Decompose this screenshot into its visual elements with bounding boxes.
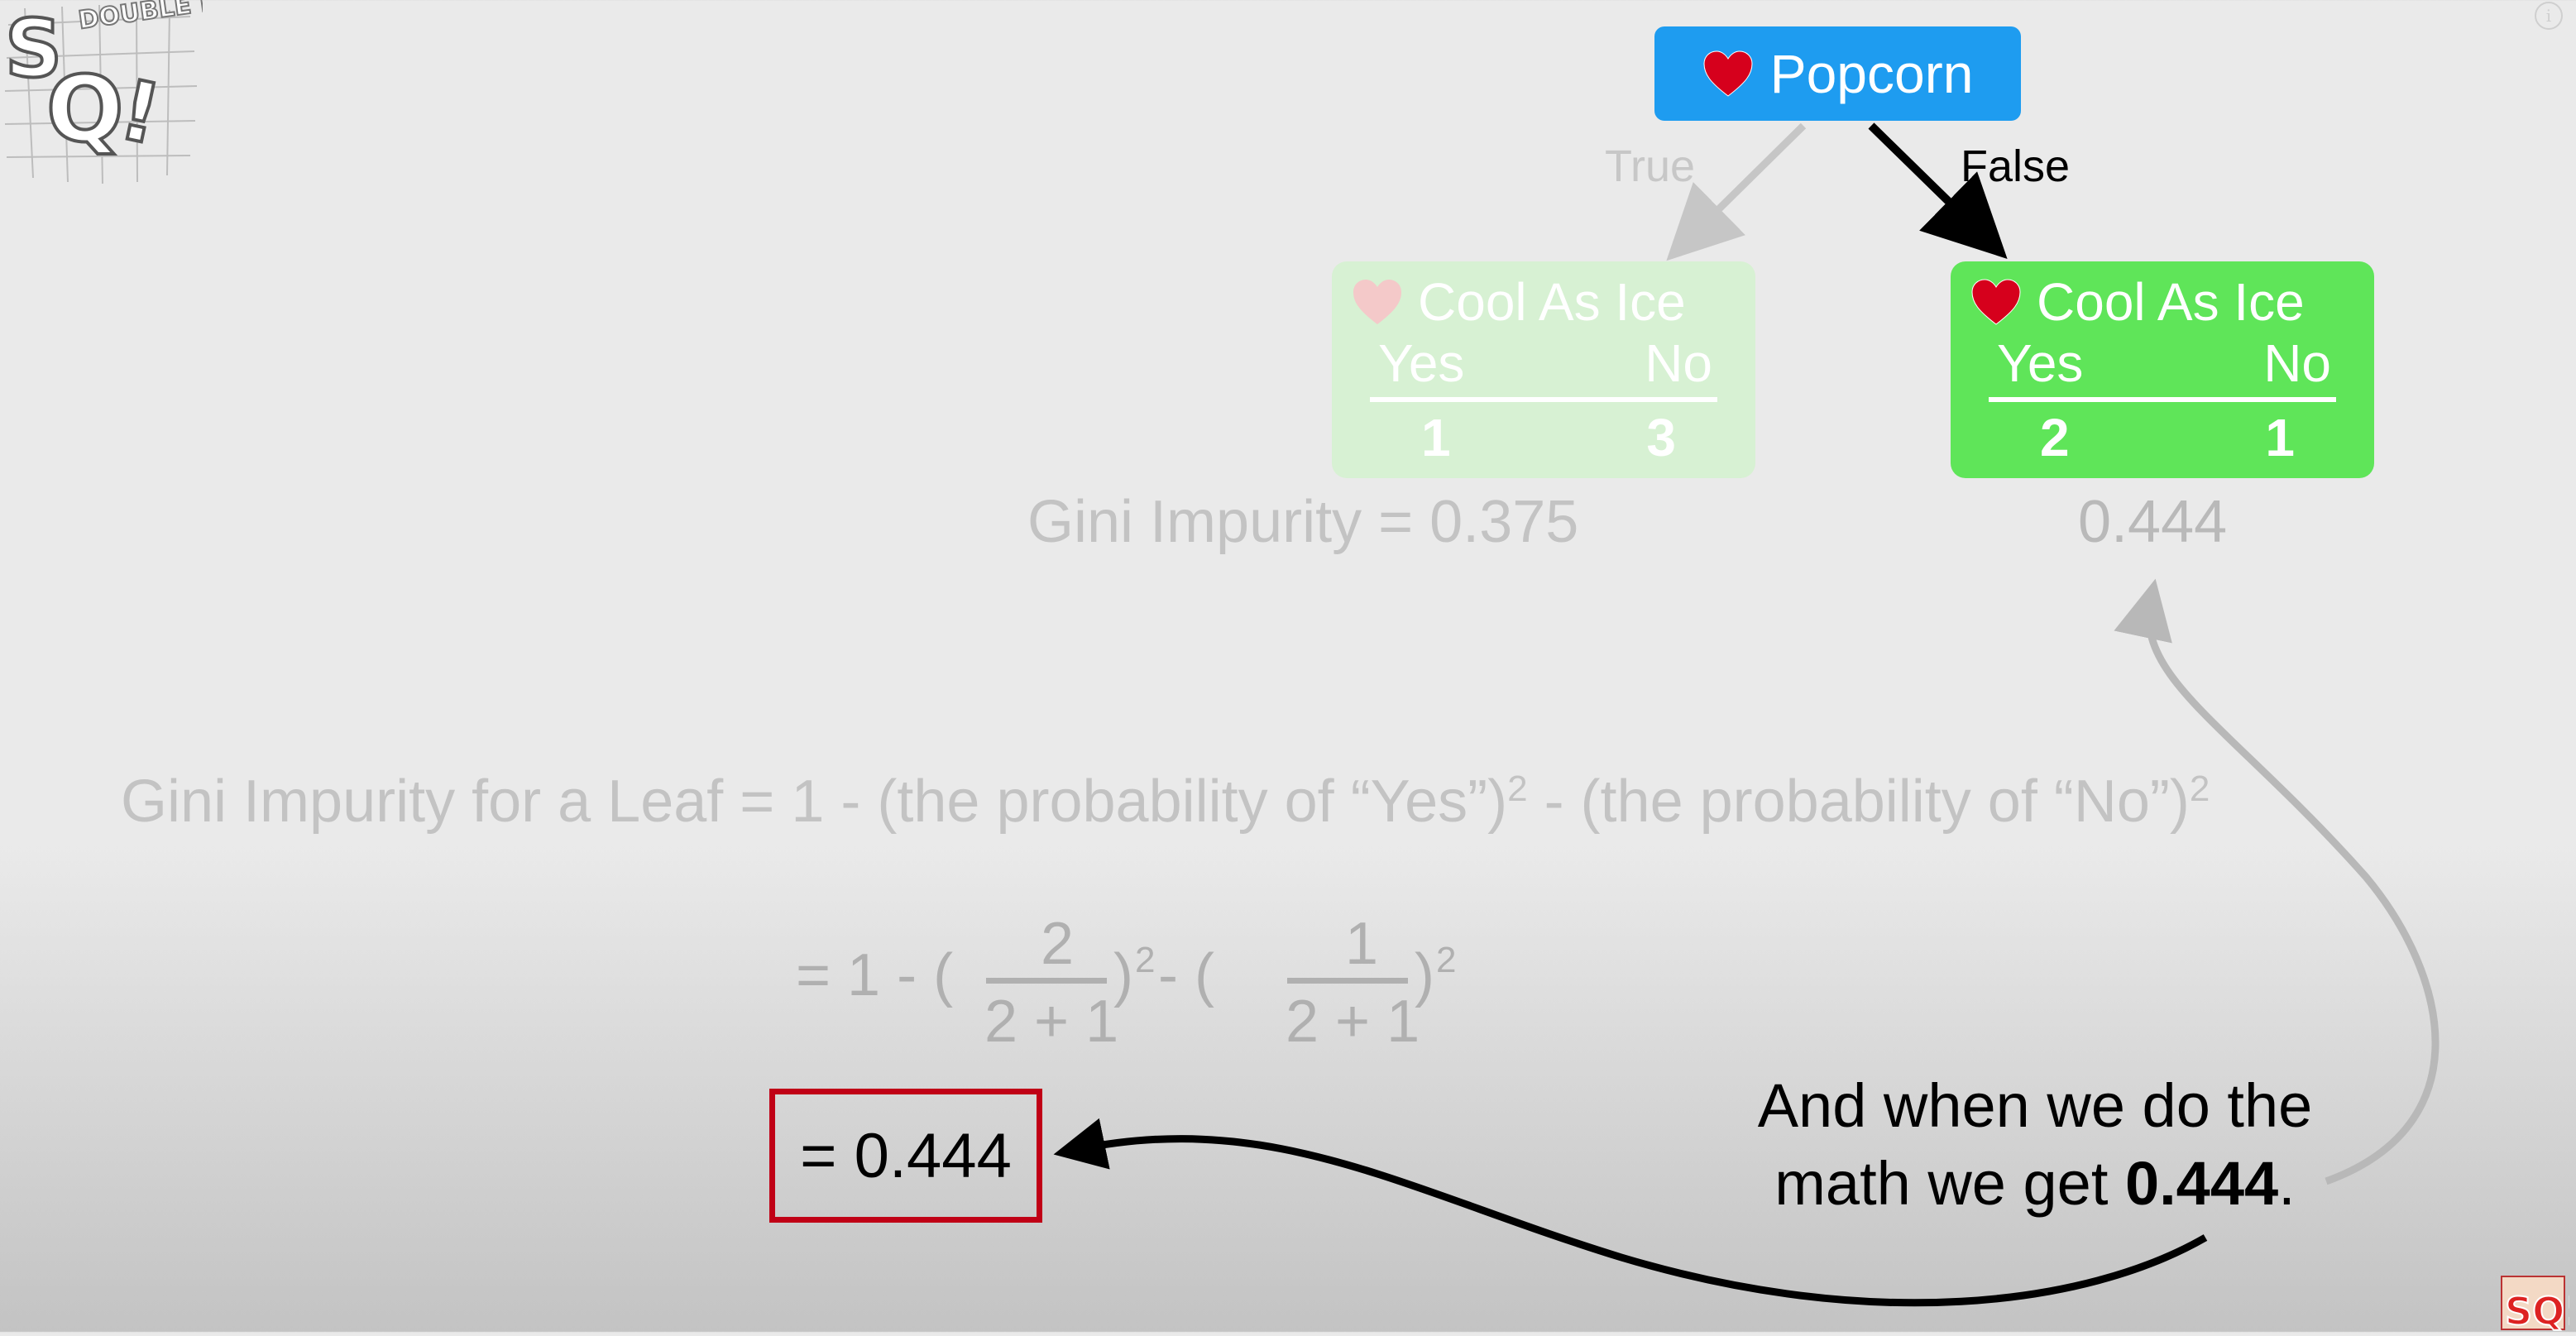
left-leaf-yes-header: Yes xyxy=(1378,333,1465,393)
calc-frac2-bar xyxy=(1287,978,1408,984)
formula-text-1: Gini Impurity for a Leaf = 1 - (the prob… xyxy=(121,769,1508,835)
left-leaf-yes-count: 1 xyxy=(1421,408,1451,467)
left-leaf-no-header: No xyxy=(1645,333,1712,393)
result-value: = 0.444 xyxy=(800,1120,1012,1191)
calc-frac2-numerator: 1 xyxy=(1345,911,1379,977)
calc-frac1-denominator: 2 + 1 xyxy=(984,989,1119,1055)
root-node-popcorn: Popcorn xyxy=(1654,26,2021,121)
calc-close-2: ) xyxy=(1415,942,1434,1008)
false-edge-label: False xyxy=(1961,141,2071,191)
right-leaf-no-header: No xyxy=(2263,333,2331,393)
svg-text:Q: Q xyxy=(46,56,124,162)
heart-icon xyxy=(1971,279,2021,325)
calc-mid: - ( xyxy=(1158,942,1214,1008)
logo-small-text: SQ! xyxy=(2505,1289,2569,1332)
calc-sup-1: 2 xyxy=(1135,940,1156,980)
heart-icon xyxy=(1703,50,1753,97)
right-leaf-yes-header: Yes xyxy=(1997,333,2084,393)
right-leaf-yes-count: 2 xyxy=(2040,408,2070,467)
right-leaf-title: Cool As Ice xyxy=(2037,272,2305,332)
curved-gray-arrow xyxy=(2114,578,2440,1185)
heart-icon xyxy=(1353,280,1401,324)
true-edge-arrow xyxy=(1666,122,1807,261)
right-leaf-no-count: 1 xyxy=(2265,408,2295,467)
left-leaf-node: Cool As Ice Yes No 1 3 xyxy=(1332,261,1755,478)
caption-line-2: math we get xyxy=(1774,1149,2125,1218)
curved-black-arrow xyxy=(1053,1118,2208,1307)
right-leaf-gini: 0.444 xyxy=(2078,489,2228,555)
calc-sup-2: 2 xyxy=(1436,940,1457,980)
true-edge-label: True xyxy=(1605,141,1696,191)
right-leaf-divider xyxy=(1989,397,2336,402)
false-edge-arrow xyxy=(1868,122,2008,259)
gini-formula: Gini Impurity for a Leaf = 1 - (the prob… xyxy=(121,768,2210,836)
caption-suffix: . xyxy=(2278,1149,2296,1218)
info-icon[interactable]: i xyxy=(2535,2,2563,30)
left-leaf-title: Cool As Ice xyxy=(1418,272,1686,332)
left-leaf-no-count: 3 xyxy=(1646,408,1676,467)
right-leaf-node: Cool As Ice Yes No 2 1 xyxy=(1951,261,2374,478)
formula-text-2: - (the probability of “No”) xyxy=(1527,769,2190,835)
left-leaf-gini: Gini Impurity = 0.375 xyxy=(1027,489,1579,555)
statquest-logo: S Q ! DOUBLE BAM!!! xyxy=(0,0,299,190)
caption-value: 0.444 xyxy=(2124,1149,2279,1218)
caption-text: And when we do the math we get 0.444. xyxy=(1688,1067,2382,1223)
calc-frac1-numerator: 2 xyxy=(1041,911,1075,977)
root-node-label: Popcorn xyxy=(1769,43,1974,104)
result-box: = 0.444 xyxy=(769,1089,1042,1223)
calc-prefix: = 1 - ( xyxy=(796,942,954,1008)
statquest-logo-small: SQ! xyxy=(2495,1270,2576,1334)
calc-frac2-denominator: 2 + 1 xyxy=(1286,989,1420,1055)
formula-sup-1: 2 xyxy=(1507,769,1528,809)
formula-sup-2: 2 xyxy=(2189,769,2210,809)
caption-line-1: And when we do the xyxy=(1757,1071,2313,1140)
calc-close-1: ) xyxy=(1113,942,1133,1008)
left-leaf-divider xyxy=(1370,397,1717,402)
calc-frac1-bar xyxy=(986,978,1107,984)
svg-text:S: S xyxy=(5,2,62,95)
